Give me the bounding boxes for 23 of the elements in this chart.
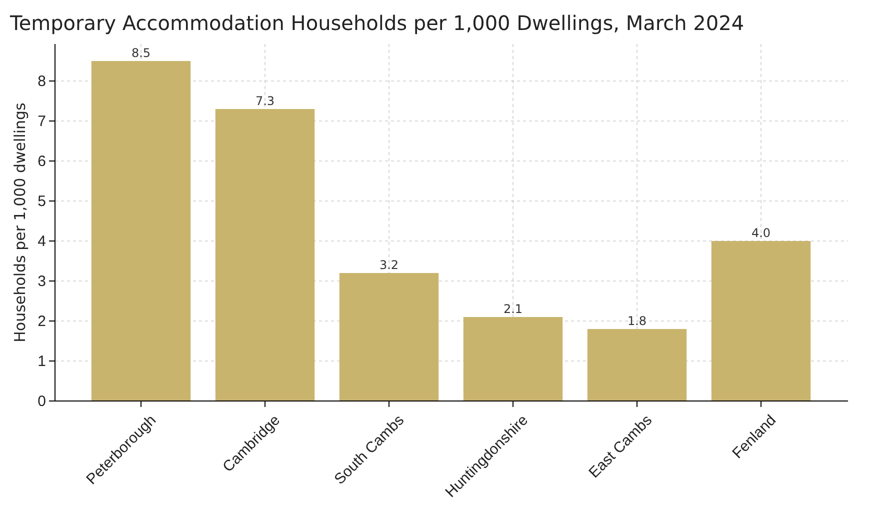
data-label: 8.5	[131, 46, 151, 60]
y-tick-label: 5	[38, 192, 46, 210]
y-axis-title: Households per 1,000 dwellings	[11, 102, 29, 342]
data-label: 2.1	[503, 302, 523, 316]
y-tick-label: 6	[38, 152, 46, 170]
bar	[215, 109, 315, 401]
bar	[463, 317, 563, 401]
data-label: 4.0	[751, 226, 771, 240]
data-label: 1.8	[627, 314, 647, 328]
y-tick-label: 3	[38, 272, 46, 290]
y-tick-label: 4	[38, 232, 46, 250]
y-tick-label: 0	[38, 392, 46, 410]
bar	[711, 241, 811, 401]
data-label: 3.2	[379, 258, 399, 272]
y-tick-label: 1	[38, 352, 46, 370]
y-tick-label: 2	[38, 312, 46, 330]
y-tick-label: 8	[38, 72, 46, 90]
data-label: 7.3	[255, 94, 275, 108]
y-tick-label: 7	[38, 112, 46, 130]
bar	[91, 61, 191, 401]
bar	[339, 273, 439, 401]
bar	[587, 329, 687, 401]
chart-title: Temporary Accommodation Households per 1,000 Dwellings, March 2024	[9, 11, 744, 35]
